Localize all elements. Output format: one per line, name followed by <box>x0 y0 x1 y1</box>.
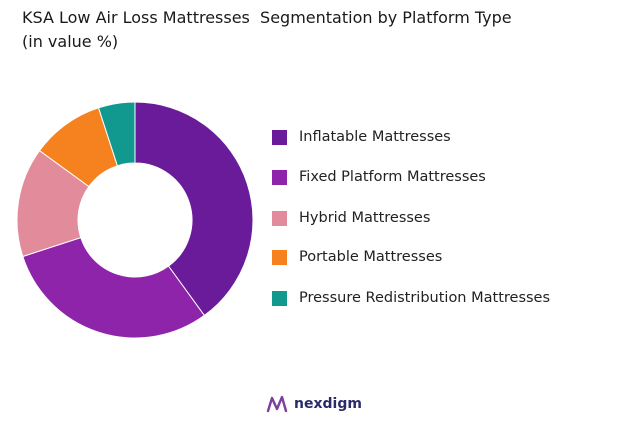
chart-title-text: KSA Low Air Loss Mattresses Segmentation… <box>22 8 512 27</box>
legend-swatch <box>272 129 287 145</box>
brand-name: nexdigm <box>294 396 362 412</box>
legend-item: Inflatable Mattresses <box>272 127 451 147</box>
legend-swatch <box>272 169 287 185</box>
legend-label: Fixed Platform Mattresses <box>299 169 486 185</box>
legend-swatch <box>272 290 287 306</box>
legend-swatch <box>272 210 287 226</box>
legend-item: Portable Mattresses <box>272 247 442 267</box>
donut-slice-2 <box>22 236 206 339</box>
chart-subtitle-text: (in value %) <box>22 32 119 51</box>
nexdigm-logo-icon <box>266 395 288 413</box>
legend-label: Inflatable Mattresses <box>299 129 451 145</box>
legend-label: Hybrid Mattresses <box>299 210 431 226</box>
legend-item: Hybrid Mattresses <box>272 208 430 228</box>
chart-title: KSA Low Air Loss Mattresses Segmentation… <box>22 6 512 54</box>
donut-slice-1 <box>134 101 254 317</box>
legend-label: Pressure Redistribution Mattresses <box>299 290 551 306</box>
donut-slice-5 <box>97 101 136 167</box>
brand-footer: nexdigm <box>266 394 362 414</box>
legend-item: Pressure Redistribution Mattresses <box>272 288 550 308</box>
legend-item: Fixed Platform Mattresses <box>272 167 486 187</box>
legend-label: Portable Mattresses <box>299 249 443 265</box>
legend-swatch <box>272 249 287 265</box>
